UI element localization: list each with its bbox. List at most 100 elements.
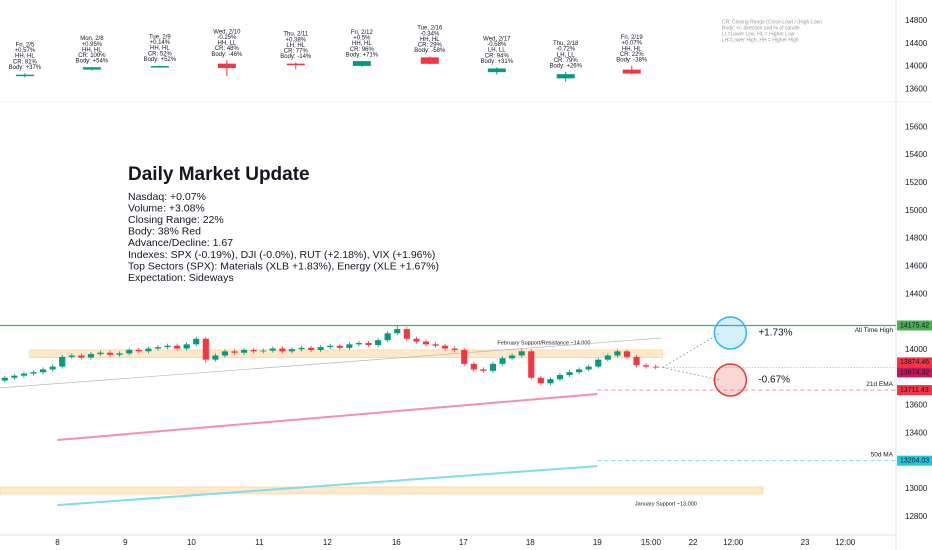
x-tick-label: 10 [187,538,196,547]
day-summary-line: -0.25% [217,35,237,41]
day-summary-line: CR: 48% [215,46,240,52]
note-line: Top Sectors (SPX): Materials (XLB +1.83%… [128,260,439,272]
x-tick-label: 19 [593,538,602,547]
day-summary-line: Wed, 2/10 [213,29,241,35]
x-tick-label: 17 [459,538,468,547]
candle-body [633,356,640,366]
candle-body [604,355,611,360]
candle-body [346,344,353,348]
note-line: Expectation: Sideways [128,272,234,284]
candle-body [537,377,544,384]
x-tick-label: 22 [689,538,698,547]
note-line: Body: 38% Red [128,226,201,238]
day-summary-line: LH, LL [488,48,506,54]
candle-body [403,329,410,339]
candle-body [327,345,334,348]
candle-body [212,355,219,360]
y-tick-label: 14000 [905,62,928,71]
candle-body [298,347,305,350]
moving-average [57,465,598,507]
day-summary-line: Mon, 2/8 [80,36,104,42]
day-summary-line: Fri, 2/12 [351,30,374,36]
x-tick-label: 12:00 [835,538,856,547]
price-badge [897,357,932,368]
day-summary-line: CR: 77% [284,48,309,54]
day-body [487,68,506,73]
day-summary-line: +0.95% [82,42,103,48]
candle-body [394,329,401,334]
x-tick-label: 9 [123,538,128,547]
note-line: Volume: +3.08% [128,202,205,214]
projection-arrow [662,367,721,381]
title: Daily Market Update [128,164,310,185]
day-summary-line: CR: 22% [620,52,645,58]
y-tick-label: 13000 [905,484,928,493]
candle-body [97,352,104,355]
day-summary-line: Body: +52% [144,57,177,63]
y-tick-label: 15000 [905,206,928,215]
candle-body [231,351,238,353]
candle-body [308,347,315,350]
day-summary-line: HH, LL [218,41,237,47]
day-summary-line: Tue, 2/16 [417,26,443,32]
candle-body [30,372,37,374]
x-tick-label: 18 [526,538,535,547]
day-summary-line: LH, LL [557,52,575,58]
support-zone [29,349,663,358]
note-line: Indexes: SPX (-0.19%), DJI (-0.0%), RUT … [128,249,435,261]
day-summary-line: Body: -14% [280,54,312,60]
day-summary-line: +0.38% [286,37,307,43]
day-summary-line: Body: +26% [549,63,582,69]
zone-label: February Support/Resistance ~14,000 [497,340,590,346]
day-summary-line: Wed, 2/17 [483,37,511,43]
candle-body [432,344,439,346]
candle-body [643,365,650,367]
candle-body [11,375,18,378]
candle-body [193,338,200,345]
day-summary-line: Body: +71% [346,52,379,58]
x-tick-label: 12 [323,538,332,547]
day-summary-line: +0.57% [15,48,36,54]
day-summary-line: Fri, 2/19 [621,35,644,41]
note-line: Nasdaq: +0.07% [128,191,206,203]
day-body [352,61,371,66]
day-body [150,66,169,68]
average-label: 21d EMA [866,381,893,388]
candle-body [241,349,248,353]
y-tick-label: 13400 [905,429,928,438]
candle-body [384,333,391,341]
x-tick-label: 8 [55,538,60,547]
x-tick-label: 12:00 [723,538,744,547]
note-line: Advance/Decline: 1.67 [128,237,233,249]
day-summary-line: HH, HL [352,41,372,47]
day-summary-line: HH, HL [150,46,170,52]
day-summary-line: +0.5% [353,36,371,42]
y-tick-label: 15200 [905,178,928,187]
candle-body [614,351,621,356]
candle-body [499,358,506,364]
candle-body [375,340,382,346]
note-line: Closing Range: 22% [128,214,224,226]
x-tick-label: 15:00 [641,538,662,547]
y-tick-label: 14800 [905,234,928,243]
candle-body [221,351,229,356]
zone-label: January Support ~13,000 [635,501,697,507]
support-zone [0,486,764,495]
y-tick-label: 15600 [905,122,928,131]
day-summary-line: CR: 96% [350,47,375,53]
legend-note: Body: +/- direction and % of candle [722,25,800,31]
legend-note: LH=Lower High, HH = Higher High [722,37,799,43]
day-summary-line: HH, HL [82,47,102,53]
day-body [217,63,236,69]
day-body [556,74,575,79]
trendline [0,337,663,389]
day-summary-line: -0.58% [487,42,507,48]
day-body [420,57,439,64]
target-label: +1.73% [758,328,792,339]
y-tick-label: 14400 [905,39,928,48]
candle-body [250,349,257,352]
candle-body [49,366,56,370]
day-body [286,63,305,66]
y-tick-label: 14400 [905,289,928,298]
